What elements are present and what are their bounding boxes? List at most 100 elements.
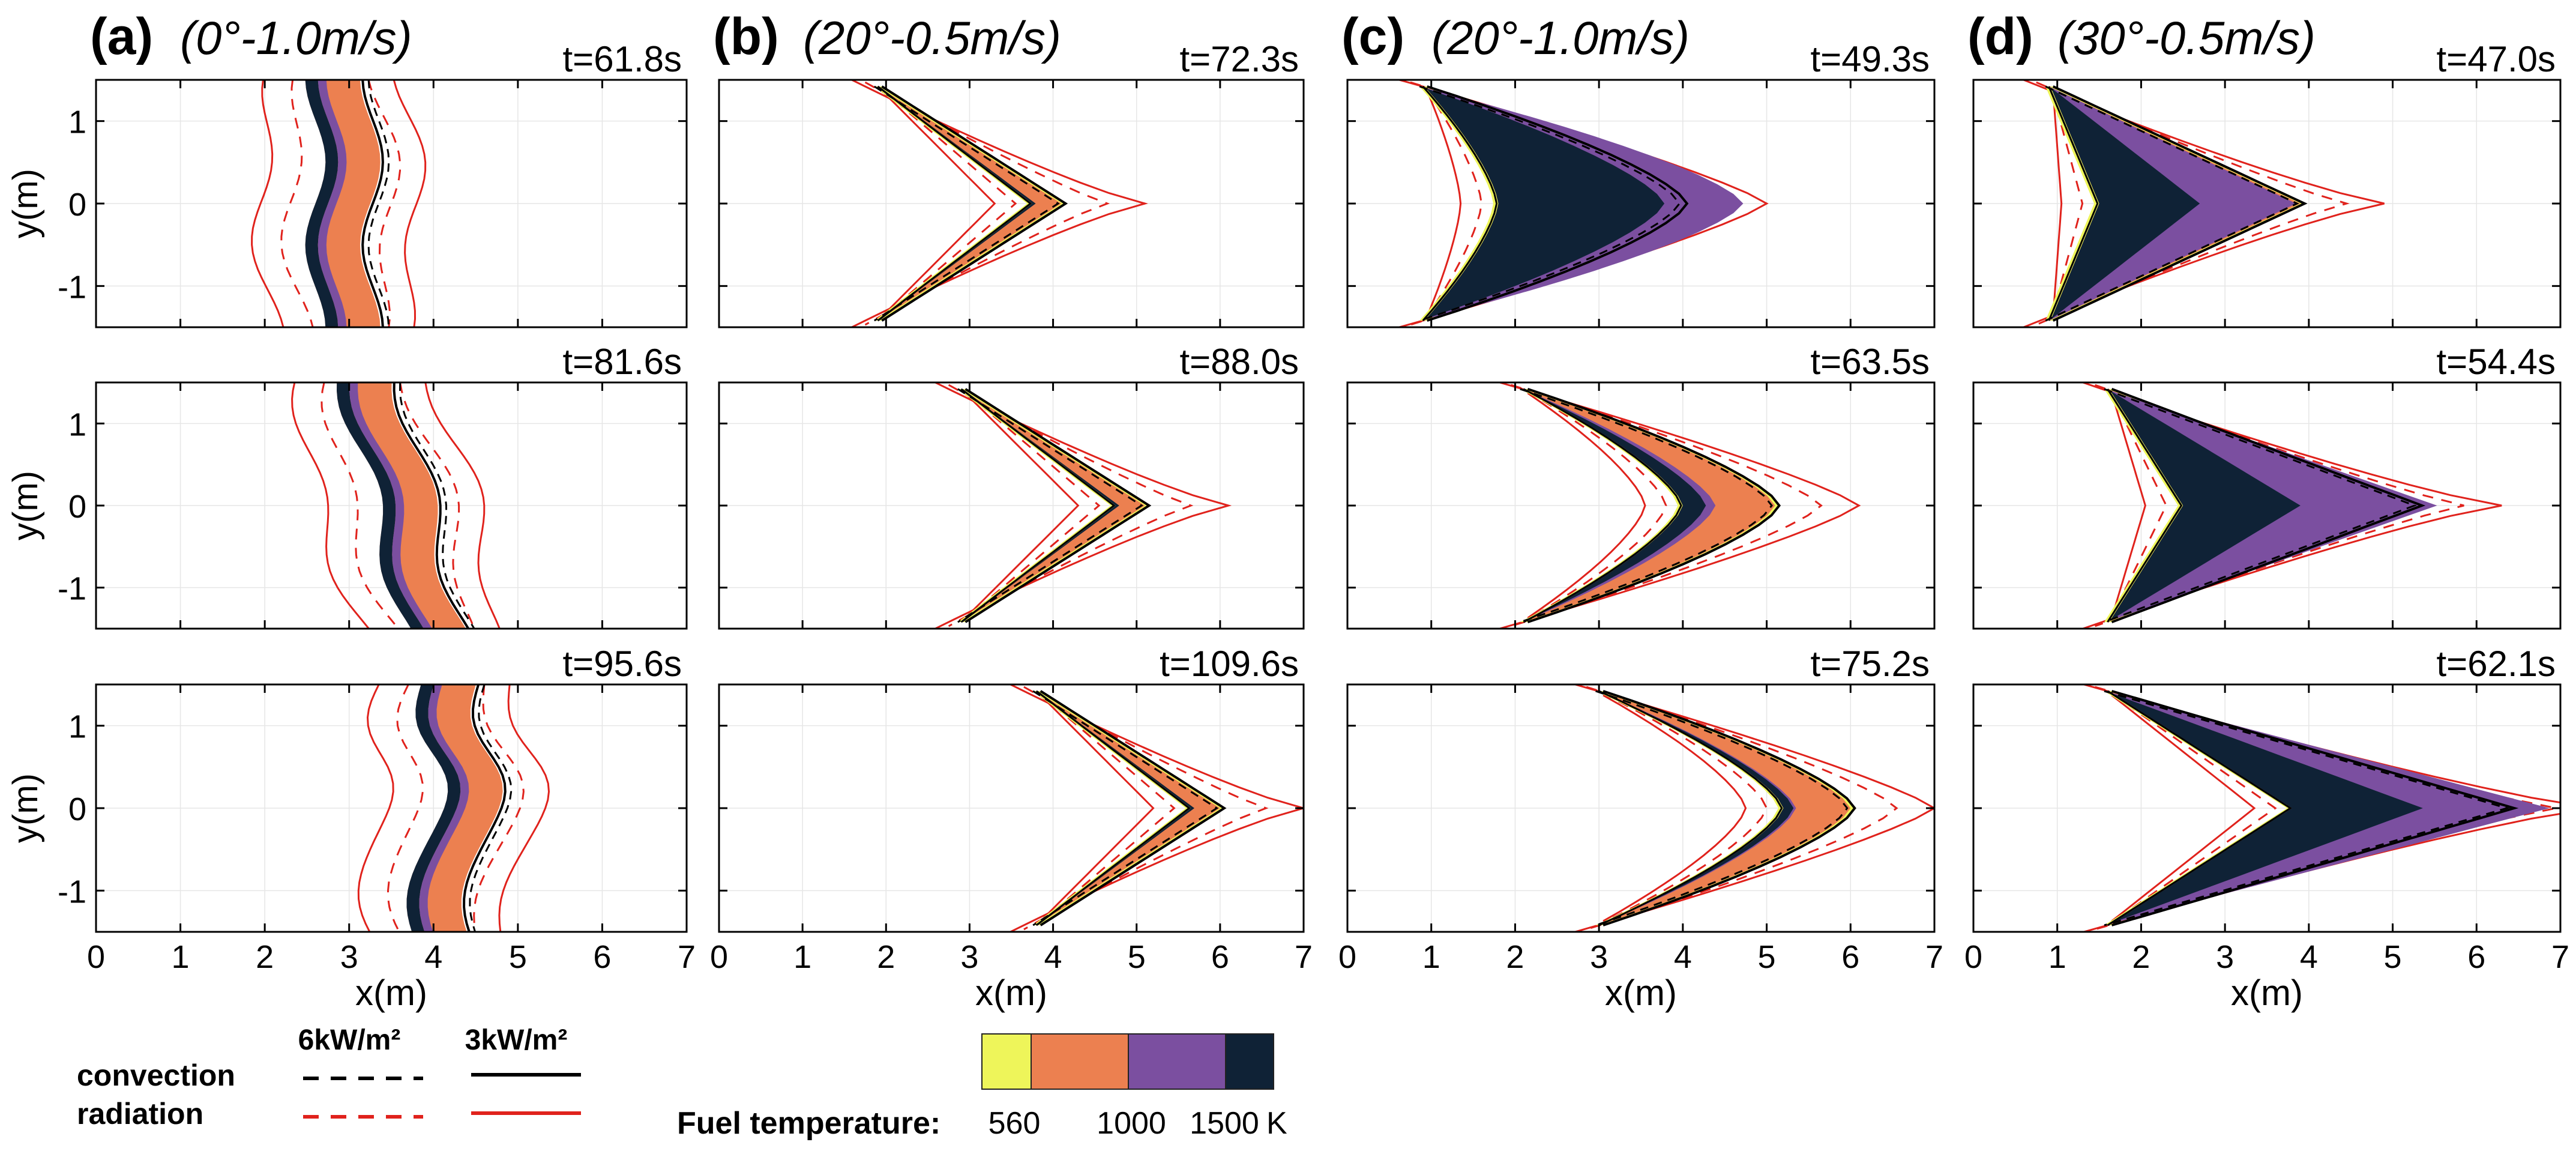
snapshot-0: t=47.0s bbox=[1972, 39, 2562, 328]
snapshot-time-label: t=54.4s bbox=[2437, 342, 2556, 382]
panel-letter: (b) bbox=[713, 8, 779, 65]
radiation-3kw-contour bbox=[1572, 684, 1934, 932]
radiation-3kw-contour bbox=[291, 382, 370, 629]
convection-trailing-contour bbox=[1523, 388, 1682, 623]
snapshot-time-label: t=49.3s bbox=[1811, 39, 1930, 79]
convection-6kw-contour bbox=[469, 684, 513, 932]
x-tick-label: 3 bbox=[960, 939, 978, 975]
temperature-region-1200k bbox=[419, 684, 469, 932]
radiation-trailing-6kw-contour bbox=[963, 390, 1101, 621]
convection-6kw-contour bbox=[2104, 690, 2510, 926]
snapshot-time-label: t=88.0s bbox=[1180, 342, 1299, 382]
radiation-6kw-contour bbox=[1510, 384, 1823, 627]
x-tick-label: 1 bbox=[2048, 939, 2066, 975]
radiation-trailing-6kw-contour bbox=[2050, 88, 2084, 319]
x-tick-label: 7 bbox=[1295, 939, 1313, 975]
snapshot-0: t=49.3s bbox=[1346, 39, 1936, 328]
panel-case-label: (30°-0.5m/s) bbox=[2057, 11, 2316, 64]
radiation-trailing-6kw-contour bbox=[1038, 692, 1176, 925]
radiation-trailing-contour bbox=[1602, 694, 1747, 922]
x-tick-label: 1 bbox=[1422, 939, 1440, 975]
temperature-region-1500k bbox=[1525, 388, 1706, 623]
convection-6kw-contour bbox=[1595, 690, 1849, 926]
radiation-3kw-contour bbox=[357, 684, 394, 932]
temperature-region-560k bbox=[957, 388, 1150, 623]
temperature-region-1200k bbox=[349, 382, 432, 629]
panel-c: (c) (20°-1.0m/s) t=49.3s t=63.5s t=75.2s 0 1 2 3… bbox=[1338, 8, 1943, 1013]
legend-convection-label: convection bbox=[77, 1059, 235, 1092]
convection-3kw-contour bbox=[1040, 690, 1227, 926]
y-axis-label: y(m) bbox=[6, 773, 45, 843]
convection-6kw-contour bbox=[399, 382, 475, 629]
radiation-trailing-contour bbox=[1426, 90, 1462, 317]
temperature-region-1500k bbox=[406, 684, 461, 932]
contour-content bbox=[2080, 382, 2502, 629]
y-tick-label: -1 bbox=[58, 571, 86, 607]
x-tick-label: 0 bbox=[1964, 939, 1982, 975]
y-tick-label: 1 bbox=[68, 709, 86, 745]
temperature-region-1500k bbox=[1600, 691, 1794, 925]
contour-content bbox=[849, 80, 1148, 327]
convection-3kw-contour bbox=[393, 382, 470, 629]
radiation-trailing-contour bbox=[1040, 694, 1155, 922]
convection-6kw-contour bbox=[1520, 388, 1773, 623]
x-tick-label: 7 bbox=[678, 939, 696, 975]
x-tick-label: 1 bbox=[172, 939, 190, 975]
convection-3kw-contour bbox=[1602, 690, 1856, 926]
contour-content bbox=[357, 684, 550, 932]
x-tick-label: 2 bbox=[2132, 939, 2150, 975]
radiation-trailing-6kw-contour bbox=[1601, 692, 1768, 925]
grid-lines bbox=[96, 684, 687, 932]
radiation-trailing-6kw-contour bbox=[1525, 390, 1667, 621]
radiation-6kw-contour bbox=[473, 684, 525, 932]
snapshot-1: t=54.4s bbox=[1972, 342, 2562, 630]
snapshot-time-label: t=72.3s bbox=[1180, 39, 1299, 79]
snapshot-2: t=62.1s bbox=[1972, 644, 2562, 933]
colorbar-tick-label: 560 bbox=[989, 1106, 1041, 1141]
snapshot-2: t=75.2s bbox=[1346, 644, 1936, 933]
radiation-trailing-6kw-contour bbox=[1424, 87, 1483, 320]
x-tick-label: 5 bbox=[509, 939, 527, 975]
convection-trailing-contour bbox=[2107, 690, 2292, 926]
x-axis-label: x(m) bbox=[1605, 973, 1677, 1013]
convection-3kw-contour bbox=[463, 684, 507, 932]
x-tick-label: 4 bbox=[1044, 939, 1062, 975]
convection-3kw-contour bbox=[361, 80, 384, 327]
convection-trailing-contour bbox=[960, 388, 1116, 623]
contour-content bbox=[933, 382, 1232, 629]
x-tick-label: 1 bbox=[793, 939, 811, 975]
snapshot-time-label: t=47.0s bbox=[2437, 39, 2556, 79]
x-tick-label: 5 bbox=[1128, 939, 1146, 975]
radiation-trailing-6kw-contour bbox=[879, 87, 1017, 320]
convection-trailing-contour bbox=[2107, 388, 2183, 623]
x-axis-label: x(m) bbox=[355, 973, 427, 1013]
x-tick-label: 0 bbox=[710, 939, 728, 975]
snapshot-1: t=81.6s 1 0 -1 y(m) bbox=[6, 342, 688, 630]
snapshot-0: t=72.3s bbox=[718, 39, 1305, 328]
flux-legend: 6kW/m² 3kW/m² convection radiation bbox=[77, 1024, 581, 1131]
panel-a: (a) (0°-1.0m/s) t=61.8s10-1y(m)t=81.6s10-1… bbox=[6, 8, 696, 1013]
radiation-trailing-contour bbox=[2111, 694, 2256, 922]
y-axis-label: y(m) bbox=[6, 471, 45, 540]
x-axis-label: x(m) bbox=[2231, 973, 2303, 1013]
radiation-6kw-contour bbox=[320, 382, 399, 629]
colorbar-bin bbox=[1225, 1033, 1274, 1090]
radiation-trailing-contour bbox=[2111, 393, 2146, 618]
snapshot-1: t=88.0s bbox=[718, 342, 1305, 630]
temperature-region-1200k bbox=[1600, 691, 1796, 925]
radiation-6kw-contour bbox=[1586, 686, 1898, 931]
x-tick-label: 5 bbox=[2384, 939, 2402, 975]
panel-letter: (c) bbox=[1341, 8, 1404, 65]
convection-3kw-contour bbox=[2052, 85, 2308, 322]
x-tick-label: 6 bbox=[2467, 939, 2485, 975]
radiation-6kw-contour bbox=[387, 684, 424, 932]
radiation-3kw-contour bbox=[1496, 382, 1861, 629]
contour-content bbox=[1008, 684, 1304, 932]
radiation-trailing-contour bbox=[1527, 392, 1646, 619]
y-tick-label: -1 bbox=[58, 269, 86, 305]
panel-letter: (d) bbox=[1967, 8, 2033, 65]
convection-6kw-contour bbox=[2045, 85, 2299, 322]
x-tick-label: 2 bbox=[1506, 939, 1524, 975]
snapshot-2: t=95.6s 1 0 -1 y(m) bbox=[6, 644, 688, 933]
y-tick-label: -1 bbox=[58, 874, 86, 910]
